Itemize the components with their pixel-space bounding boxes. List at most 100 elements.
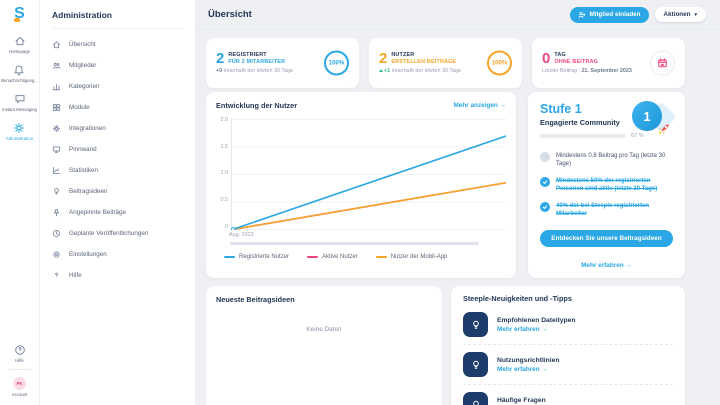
- rail-item-label: Administration: [5, 136, 34, 141]
- invite-member-label: Mitglied einladen: [589, 11, 641, 18]
- rocket-icon: [658, 124, 669, 135]
- news-item-link[interactable]: Mehr erfahren →: [497, 325, 548, 333]
- sidebar-item-pinnwand[interactable]: Pinnwand: [52, 139, 183, 160]
- show-more-link[interactable]: Mehr anzeigen →: [453, 102, 506, 109]
- rail-bottom: Hilfe PK Account: [8, 344, 31, 397]
- rail-item-administration[interactable]: Administration: [6, 122, 33, 141]
- page-title: Übersicht: [208, 9, 252, 20]
- sidebar-item-label: Mitglieder: [69, 62, 97, 69]
- news-item-link[interactable]: Mehr erfahren →: [497, 365, 548, 373]
- members-icon: [52, 62, 61, 69]
- stat-line2: ERSTELLEN BEITRÄGE: [391, 59, 457, 65]
- rail-divider: [8, 369, 31, 370]
- invite-member-button[interactable]: Mitglied einladen: [570, 6, 649, 23]
- rail-help-button[interactable]: Hilfe: [14, 344, 26, 363]
- sidebar-item-uebersicht[interactable]: Übersicht: [52, 34, 183, 55]
- dashboard-content: 2 REGISTRIERT FÜR 2 MITARBEITER +0 inner…: [196, 30, 720, 405]
- rail-item-notifications[interactable]: Benachrichtigung...: [1, 64, 38, 83]
- sidebar-item-statistiken[interactable]: Statistiken: [52, 160, 183, 181]
- actions-button[interactable]: Aktionen ▾: [654, 7, 706, 22]
- stat-delta: +0 innerhalb der letzten 30 Tage: [216, 68, 294, 74]
- sidebar-item-label: Kategorien: [69, 83, 100, 90]
- sidebar-item-integrationen[interactable]: Integrationen: [52, 118, 183, 139]
- discover-ideas-button[interactable]: Entdecken Sie unsere Beitragsideen: [540, 230, 673, 248]
- community-level-card: Stufe 1 Engagierte Community 67 % 1: [528, 92, 685, 278]
- question-icon: [55, 272, 59, 278]
- news-item-title: Häufige Fragen: [497, 396, 546, 404]
- actions-label: Aktionen: [663, 11, 691, 18]
- sidebar-item-module[interactable]: Module: [52, 97, 183, 118]
- sidebar-item-label: Pinnwand: [69, 146, 97, 153]
- progress-label: 67 %: [631, 133, 644, 139]
- home-icon: [53, 41, 60, 49]
- chevron-down-icon: ▾: [694, 11, 697, 18]
- bell-icon: [14, 65, 24, 76]
- sidebar-item-beitragsideen[interactable]: Beitragsideen: [52, 181, 183, 202]
- rail-item-homepage[interactable]: Homepage: [9, 35, 30, 54]
- question-circle-icon: [14, 345, 25, 355]
- news-item-usage-guidelines[interactable]: Nutzungsrichtlinien Mehr erfahren →: [463, 344, 673, 384]
- chart-title: Entwicklung der Nutzer: [216, 101, 298, 110]
- icon-rail: S Homepage Benachrichtigung... Instant M…: [0, 0, 40, 405]
- monitor-icon: [52, 146, 61, 153]
- home-icon: [15, 36, 24, 46]
- rail-item-instant-messaging[interactable]: Instant Messaging: [2, 93, 37, 112]
- account-label: Account: [11, 392, 28, 397]
- lightbulb-icon: [463, 312, 488, 337]
- sidebar-item-mitglieder[interactable]: Mitglieder: [52, 55, 183, 76]
- sidebar-item-geplante-veroeffentlichungen[interactable]: Geplante Veröffentlichungen: [52, 223, 183, 244]
- arrow-right-icon: →: [499, 102, 506, 109]
- user-growth-chart: [231, 118, 506, 230]
- checklist-item: Mindestens 0.8 Beitrag pro Tag (letzte 3…: [540, 152, 673, 169]
- admin-gear-icon: [14, 123, 25, 133]
- sidebar-item-angepinnte-beitraege[interactable]: Angepinnte Beiträge: [52, 202, 183, 223]
- stat-delta: +1 innerhalb der letzten 30 Tage: [379, 68, 512, 74]
- checklist-item: Mindestens 50% der registrierten Persone…: [540, 176, 673, 194]
- y-axis-labels: 2.0 1.5 1.0 0.5 0: [220, 117, 229, 230]
- sidebar-item-label: Einstellungen: [69, 251, 107, 258]
- sidebar-item-hilfe[interactable]: Hilfe: [52, 265, 183, 286]
- calendar-icon: [658, 58, 667, 68]
- sidebar-item-label: Hilfe: [69, 272, 82, 279]
- learn-more-link[interactable]: Mehr erfahren →: [581, 262, 632, 270]
- middle-row: Entwicklung der Nutzer Mehr anzeigen → 2…: [206, 92, 685, 278]
- sidebar-divider: [52, 28, 183, 29]
- gear-icon: [53, 251, 60, 258]
- chart-legend: Registrierte Nutzer Aktive Nutzer Nutzer…: [224, 254, 506, 260]
- stat-line1: TAG: [554, 52, 566, 58]
- account-avatar[interactable]: PK: [13, 377, 26, 390]
- sidebar-item-kategorien[interactable]: Kategorien: [52, 76, 183, 97]
- grid-icon: [52, 103, 61, 112]
- sidebar-item-label: Geplante Veröffentlichungen: [69, 230, 149, 237]
- rail-help-label: Hilfe: [15, 358, 24, 363]
- news-item-faq[interactable]: Häufige Fragen Mehr erfahren →: [463, 384, 673, 405]
- legend-item: Registrierte Nutzer: [224, 254, 289, 260]
- arrow-right-icon: →: [625, 262, 632, 270]
- lightbulb-icon: [54, 188, 59, 195]
- rail-item-label: Homepage: [8, 49, 31, 54]
- admin-sidebar: Administration Übersicht Mitglieder Kate…: [40, 0, 196, 405]
- news-item-file-types[interactable]: Empfohlenen Dateitypen Mehr erfahren →: [463, 305, 673, 344]
- stat-card-registered: 2 REGISTRIERT FÜR 2 MITARBEITER +0 inner…: [206, 38, 359, 88]
- legend-swatch: [224, 255, 235, 259]
- chart-scrollbar[interactable]: [230, 242, 480, 245]
- steeple-logo[interactable]: S: [14, 5, 25, 22]
- sidebar-item-label: Angepinnte Beiträge: [69, 209, 127, 216]
- sidebar-item-label: Statistiken: [69, 167, 99, 174]
- latest-ideas-card: Neueste Beitragsideen Keine Daten: [206, 286, 442, 405]
- progress-ring: 100%: [487, 50, 512, 76]
- sidebar-item-label: Integrationen: [69, 125, 106, 132]
- level-number: 1: [632, 101, 662, 131]
- header-actions: Mitglied einladen Aktionen ▾: [570, 6, 706, 23]
- sidebar-item-label: Übersicht: [69, 41, 96, 48]
- legend-item: Aktive Nutzer: [307, 254, 358, 260]
- rail-item-label: Instant Messaging: [2, 107, 37, 112]
- checklist-text: Mindestens 50% der registrierten Persone…: [556, 177, 658, 193]
- stat-line2: FÜR 2 MITARBEITER: [228, 59, 286, 65]
- news-item-title: Nutzungsrichtlinien: [497, 356, 560, 364]
- sidebar-item-einstellungen[interactable]: Einstellungen: [52, 244, 183, 265]
- level-progress: 67 %: [540, 133, 673, 139]
- pin-icon: [53, 208, 60, 217]
- lightbulb-icon: [463, 392, 488, 405]
